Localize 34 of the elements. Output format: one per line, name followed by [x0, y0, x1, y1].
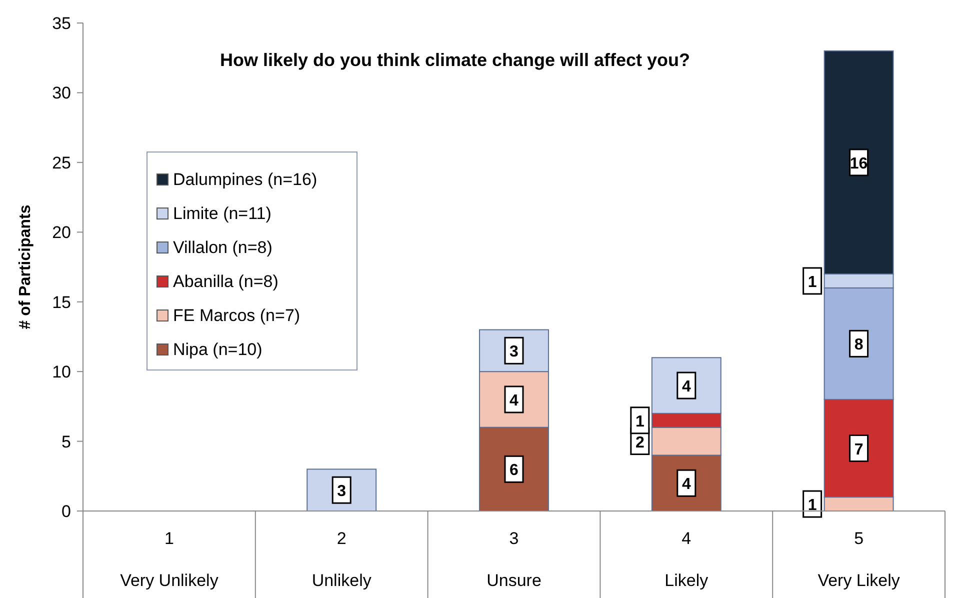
y-tick-label: 5 — [62, 432, 71, 452]
category-label: 5 Very Likely — [818, 529, 900, 590]
legend-label: FE Marcos (n=7) — [173, 306, 300, 325]
data-label: 1 — [635, 413, 644, 430]
data-label: 4 — [682, 378, 691, 396]
category-label: 2 Unlikely — [312, 529, 372, 590]
legend-label: Abanilla (n=8) — [173, 272, 278, 291]
y-tick-label: 20 — [52, 223, 71, 242]
category-label: 1 Very Unlikely — [120, 529, 218, 590]
legend-label: Nipa (n=10) — [173, 340, 262, 359]
y-tick-label: 10 — [52, 362, 71, 382]
data-label: 1 — [808, 497, 817, 514]
data-label: 3 — [337, 483, 346, 500]
data-label: 4 — [682, 476, 691, 494]
y-axis-title: # of Participants — [17, 204, 34, 330]
y-tick-label: 30 — [52, 84, 71, 103]
legend-label: Dalumpines (n=16) — [173, 170, 318, 189]
data-label: 7 — [854, 441, 864, 458]
data-label: 6 — [510, 462, 519, 480]
data-label: 8 — [854, 336, 864, 354]
legend-label: Limite (n=11) — [173, 204, 272, 223]
y-tick-label: 15 — [52, 292, 71, 312]
y-tick-label: 35 — [52, 14, 71, 33]
data-label: 3 — [510, 344, 519, 361]
category-label: 3 Unsure — [486, 529, 542, 590]
data-label: 2 — [635, 434, 644, 452]
y-tick-label: 0 — [62, 502, 71, 521]
y-tick-label: 25 — [52, 153, 71, 172]
category-label: 4 Likely — [664, 529, 708, 590]
data-label: 1 — [808, 274, 817, 291]
text: How likely do you think climate change will affect you? — [220, 50, 690, 70]
data-label: 4 — [510, 392, 519, 410]
legend-label: Villalon (n=8) — [173, 238, 272, 257]
data-label: 16 — [850, 155, 868, 172]
